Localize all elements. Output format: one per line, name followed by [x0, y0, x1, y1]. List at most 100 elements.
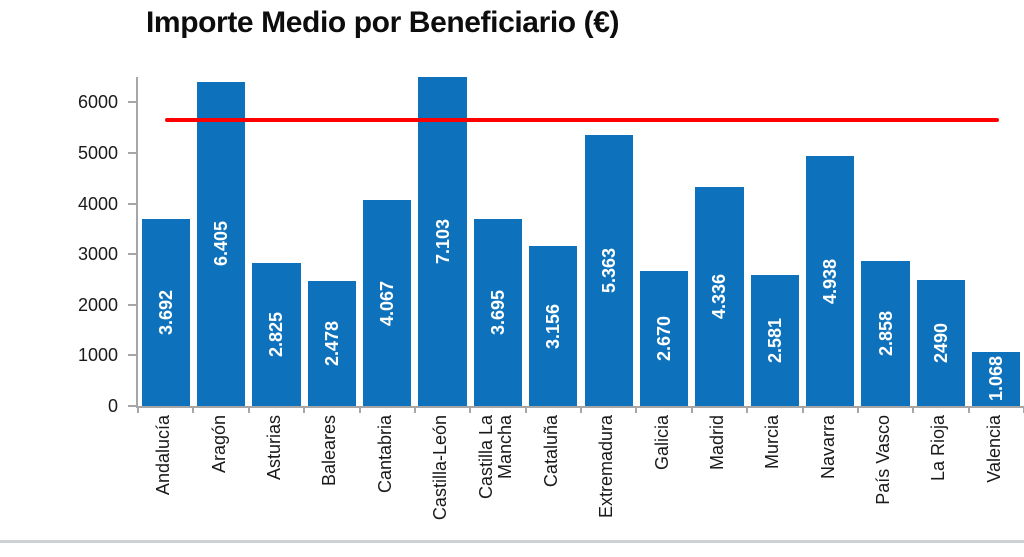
bar-value-label: 4.938 — [820, 258, 841, 304]
x-tick-label: Navarra — [801, 415, 856, 479]
x-tick-label-text: Extremadura — [596, 415, 617, 519]
bar-value-label: 1.068 — [986, 356, 1007, 402]
bar-value-label: 2.581 — [764, 318, 785, 364]
bar-value-label: 2.858 — [875, 311, 896, 357]
x-axis-tick — [137, 406, 139, 413]
x-tick-label: Madrid — [690, 415, 745, 470]
x-axis-tick — [358, 406, 361, 413]
x-axis-tick — [967, 406, 970, 413]
bar-slot: 3.692 — [138, 77, 193, 406]
x-tick-label-text: Navarra — [817, 415, 838, 480]
bar: 3.695 — [473, 218, 523, 406]
bar-slot: 6.405 — [193, 77, 248, 406]
x-axis-tick — [192, 406, 195, 413]
bar-series: 3.692 6.405 2.825 2.478 4.067 7.103 3.695 3.156… — [138, 77, 1024, 406]
x-tick-label-text: Cataluña — [540, 415, 561, 488]
bar: 5.363 — [584, 134, 633, 406]
y-axis-tick — [128, 253, 136, 256]
x-tick-label: Aragón — [191, 415, 246, 473]
bar-value-label: 2.670 — [654, 315, 675, 361]
bar-slot: 2.858 — [858, 77, 913, 406]
bar: 7.103 — [418, 77, 467, 406]
y-tick-label: 3000 — [77, 244, 118, 265]
bar-value-label: 4.067 — [377, 280, 398, 326]
x-axis-tick — [247, 406, 250, 413]
x-tick-label: Murcia — [745, 415, 800, 469]
bar-slot: 5.363 — [581, 77, 636, 406]
bar: 2.858 — [861, 261, 910, 406]
y-tick-label: 1000 — [77, 345, 118, 366]
y-axis-tick — [128, 151, 136, 154]
bar: 3.692 — [141, 219, 190, 406]
bar: 2490 — [916, 279, 966, 406]
x-tick-label: Valencia — [967, 415, 1022, 483]
bar-slot: 2490 — [913, 77, 968, 406]
y-tick-label: 0 — [107, 396, 118, 416]
y-axis-tick — [128, 101, 136, 104]
bar: 2.670 — [639, 270, 689, 406]
plot-area: 3.692 6.405 2.825 2.478 4.067 7.103 3.695 3.156… — [136, 77, 1024, 413]
x-axis-tick — [856, 406, 859, 413]
bar-slot: 4.336 — [692, 77, 747, 406]
x-tick-label-text: Asturias — [263, 415, 284, 481]
bar-slot: 7.103 — [415, 77, 470, 406]
reference-line — [165, 118, 999, 123]
x-tick-label-text: Madrid — [706, 415, 727, 471]
bar-value-label: 6.405 — [211, 221, 232, 267]
x-tick-label-text: Valencia — [983, 415, 1004, 483]
x-tick-label: Extremadura — [579, 415, 634, 518]
bar-value-label: 2490 — [930, 322, 951, 363]
x-tick-label: País Vasco — [856, 415, 911, 505]
bar: 6.405 — [196, 81, 246, 406]
x-tick-label-text: Cantabria — [374, 415, 395, 494]
bar-slot: 4.067 — [360, 77, 415, 406]
y-tick-label: 5000 — [77, 142, 118, 163]
x-axis-tick — [690, 406, 693, 413]
x-tick-label: La Rioja — [911, 415, 966, 481]
bar-slot: 2.670 — [636, 77, 691, 406]
bar: 3.156 — [529, 246, 578, 406]
y-tick-label: 6000 — [77, 92, 118, 113]
bar: 1.068 — [972, 351, 1021, 406]
bar-value-label: 2.478 — [321, 320, 342, 366]
chart-bottom-border — [0, 540, 1024, 543]
x-tick-label: Cataluña — [524, 415, 579, 487]
bar-slot: 3.695 — [470, 77, 525, 406]
x-axis-tick — [580, 406, 582, 413]
x-tick-label-text: Baleares — [319, 415, 340, 487]
x-axis-tick — [469, 406, 472, 413]
y-axis-tick — [128, 354, 136, 357]
x-tick-label: Castilla-León — [413, 415, 468, 520]
bar-slot: 1.068 — [969, 77, 1024, 406]
x-axis-tick — [303, 406, 306, 413]
bar: 2.825 — [252, 263, 301, 406]
bar-value-label: 3.695 — [487, 289, 508, 336]
y-axis: 0 1000 2000 3000 4000 5000 6000 — [0, 77, 136, 415]
x-axis-labels: Andalucía Aragón Asturias Baleares Cantabria… — [136, 415, 1022, 520]
x-axis-tick — [912, 406, 915, 413]
y-tick-label: 4000 — [77, 193, 118, 214]
y-axis-tick — [128, 202, 136, 205]
bar-value-label: 3.156 — [543, 303, 564, 349]
bar: 4.336 — [695, 186, 744, 406]
bar-value-label: 7.103 — [432, 218, 453, 265]
x-tick-label: Cantabria — [358, 415, 413, 493]
x-tick-label: Andalucía — [136, 415, 191, 495]
bar-slot: 3.156 — [526, 77, 581, 406]
bar: 2.581 — [750, 275, 799, 406]
x-tick-label-text: Castilla La Mancha — [476, 415, 515, 500]
bar-slot: 2.825 — [249, 77, 304, 406]
x-tick-label: Castilla La Mancha — [468, 415, 523, 499]
bar-value-label: 5.363 — [598, 247, 619, 293]
chart-title: Importe Medio por Beneficiario (€) — [146, 6, 620, 39]
y-axis-tick — [128, 405, 136, 407]
bar-value-label: 2.825 — [266, 311, 287, 358]
y-axis-tick — [128, 303, 136, 306]
x-tick-label-text: La Rioja — [928, 415, 949, 482]
x-tick-label-text: Galicia — [651, 415, 672, 471]
x-axis-tick — [801, 406, 804, 413]
bar: 4.067 — [363, 200, 412, 406]
x-axis-tick — [635, 406, 638, 413]
x-tick-label: Galicia — [634, 415, 689, 470]
